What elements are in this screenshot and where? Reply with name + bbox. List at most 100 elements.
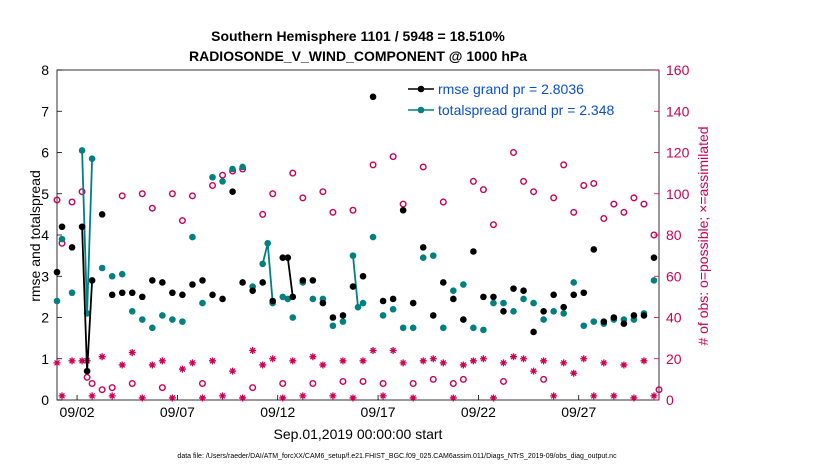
rmse-point [510, 285, 517, 292]
possible-obs-point [168, 190, 176, 198]
x-tick-label: 09/27 [561, 404, 596, 420]
rmse-point [580, 289, 588, 297]
y2-tick-label: 160 [666, 62, 690, 78]
y-tick-label: 5 [41, 186, 49, 202]
totalspread-point [580, 322, 588, 330]
totalspread-point [520, 295, 527, 303]
data-file-footer: data file: /Users/raeder/DAI/ATM_forcXX/… [177, 453, 617, 460]
rmse-point [68, 244, 76, 251]
totalspread-series [53, 147, 658, 334]
possible-obs-point [655, 386, 663, 394]
rmse-point [249, 287, 256, 294]
rmse-point [480, 293, 487, 301]
legend: rmse grand pr = 2.8036 totalspread grand… [408, 81, 615, 118]
possible-obs-point [219, 171, 227, 179]
totalspread-point [219, 178, 226, 185]
rmse-point [460, 316, 467, 323]
assimilated-obs-point [118, 361, 126, 369]
possible-obs-point [83, 373, 91, 381]
possible-obs-point [640, 200, 648, 208]
totalspread-point [500, 299, 507, 307]
rmse-point [219, 295, 226, 303]
assimilated-obs-point [178, 365, 186, 373]
totalspread-point [540, 316, 547, 323]
possible-obs-point [118, 192, 126, 200]
rmse-point [470, 248, 477, 255]
y-tick-label: 8 [41, 62, 49, 78]
totalspread-point [159, 312, 166, 319]
assimilated-obs-point [188, 359, 196, 367]
possible-obs-point [479, 186, 487, 194]
assimilated-obs-point [489, 394, 497, 402]
assimilated-obs-point [128, 349, 136, 357]
totalspread-point [259, 260, 266, 268]
assimilated-obs-point [349, 394, 357, 402]
possible-obs-point [329, 208, 337, 216]
assimilated-obs-point [279, 394, 287, 402]
assimilated-obs-point [108, 392, 116, 400]
assimilated-obs-point [399, 359, 407, 367]
rmse-point [239, 279, 246, 286]
rmse-point [78, 223, 86, 231]
totalspread-point [480, 326, 487, 334]
possible-obs-point [88, 380, 96, 388]
possible-obs-point [630, 194, 638, 202]
rmse-point [530, 328, 537, 336]
possible-obs-point [540, 375, 548, 383]
assimilated-obs-point [499, 359, 507, 367]
rmse-point [409, 299, 417, 307]
assimilated-obs-point [98, 353, 106, 361]
possible-obs-point [449, 380, 457, 388]
totalspread-point [339, 318, 347, 325]
assimilated-obs-point [229, 367, 237, 375]
totalspread-point [530, 299, 537, 307]
totalspread-point [239, 163, 246, 171]
possible-obs-point [53, 196, 61, 204]
assimilated-obs-point [168, 394, 176, 402]
y-tick-label: 6 [41, 145, 49, 161]
totalspread-point [189, 233, 196, 241]
rmse-point [319, 299, 327, 307]
x-axis-ticks: 09/02 09/07 09/12 09/17 09/22 09/27 [60, 395, 596, 420]
assimilated-obs-point [289, 357, 297, 365]
possible-obs-point [389, 153, 397, 161]
totalspread-point [58, 235, 66, 243]
x-axis-label: Sep.01,2019 00:00:00 start [274, 426, 443, 442]
assimilated-obs-point [239, 394, 247, 402]
assimilated-obs-point [600, 359, 608, 367]
possible-obs-point [148, 204, 156, 212]
y2-tick-label: 0 [666, 392, 674, 408]
rmse-point [570, 291, 578, 299]
assimilated-obs-point [449, 394, 457, 402]
rmse-point [279, 254, 287, 261]
totalspread-point [98, 264, 106, 272]
totalspread-point [450, 287, 457, 294]
plot-area [56, 69, 660, 401]
assimilated-obs-point [409, 394, 417, 402]
rmse-point [128, 289, 136, 297]
rmse-point [389, 295, 397, 303]
rmse-point [159, 279, 166, 286]
totalspread-point [209, 173, 216, 181]
assimilated-obs-point [570, 369, 578, 377]
y-tick-label: 1 [41, 351, 49, 367]
totalspread-point [138, 316, 146, 323]
y2-tick-label: 120 [666, 145, 690, 161]
possible-obs-point [108, 384, 116, 392]
rmse-point [379, 297, 387, 305]
rmse-point [349, 283, 357, 290]
y-tick-label: 2 [41, 310, 49, 326]
rmse-point [169, 289, 176, 297]
possible-obs-point [399, 200, 407, 208]
possible-obs-point [289, 169, 297, 177]
assimilated-obs-point [209, 357, 217, 365]
possible-obs-point [600, 214, 608, 222]
possible-obs-point [510, 148, 518, 156]
rmse-point [309, 277, 317, 284]
totalspread-point [389, 305, 397, 313]
possible-obs-point [188, 192, 196, 200]
chart-title: Southern Hemisphere 1101 / 5948 = 18.510… [211, 28, 505, 44]
possible-obs-point [98, 386, 106, 394]
assimilated-obs-point [530, 367, 538, 375]
y2-tick-label: 80 [666, 227, 682, 243]
